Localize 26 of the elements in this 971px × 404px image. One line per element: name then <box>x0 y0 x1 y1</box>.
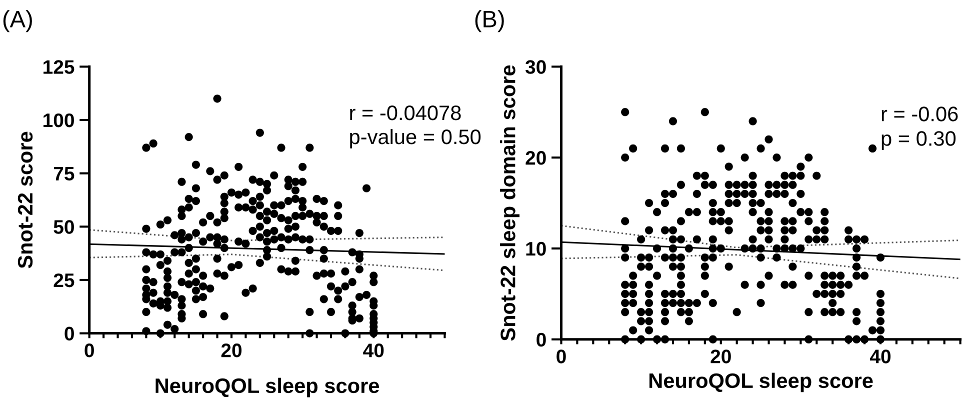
x-tick-label: 40 <box>870 350 891 364</box>
y-tick-label: 75 <box>54 166 74 181</box>
x-axis-title: NeuroQOL sleep score <box>649 372 873 392</box>
y-tick-label: 0 <box>536 332 546 347</box>
annotation: p-value = 0.50 <box>350 128 481 148</box>
chart-title: (B) <box>475 10 504 32</box>
y-tick-label: 10 <box>526 242 546 256</box>
y-tick-label: 100 <box>44 113 74 128</box>
x-tick-label: 0 <box>556 350 566 364</box>
x-tick-label: 0 <box>84 344 94 358</box>
x-tick-label: 40 <box>363 344 384 358</box>
y-tick-label: 30 <box>525 60 546 74</box>
annotation: r = -0.06 <box>882 106 958 122</box>
y-axis-title: Snot-22 score <box>18 132 33 268</box>
y-tick-label: 20 <box>526 151 546 165</box>
y-tick-label: 25 <box>54 273 74 288</box>
y-tick-label: 125 <box>44 60 74 74</box>
annotation: r = -0.04078 <box>350 105 461 120</box>
y-axis-title: Snot-22 sleep domain score <box>500 65 520 341</box>
chart-title: (A) <box>3 10 32 32</box>
annotation: p = 0.30 <box>882 131 956 150</box>
x-axis-title: NeuroQOL sleep score <box>156 378 380 398</box>
y-tick-label: 0 <box>64 326 74 341</box>
y-tick-label: 50 <box>54 220 74 234</box>
x-tick-label: 20 <box>221 344 242 358</box>
x-tick-label: 20 <box>710 350 731 364</box>
